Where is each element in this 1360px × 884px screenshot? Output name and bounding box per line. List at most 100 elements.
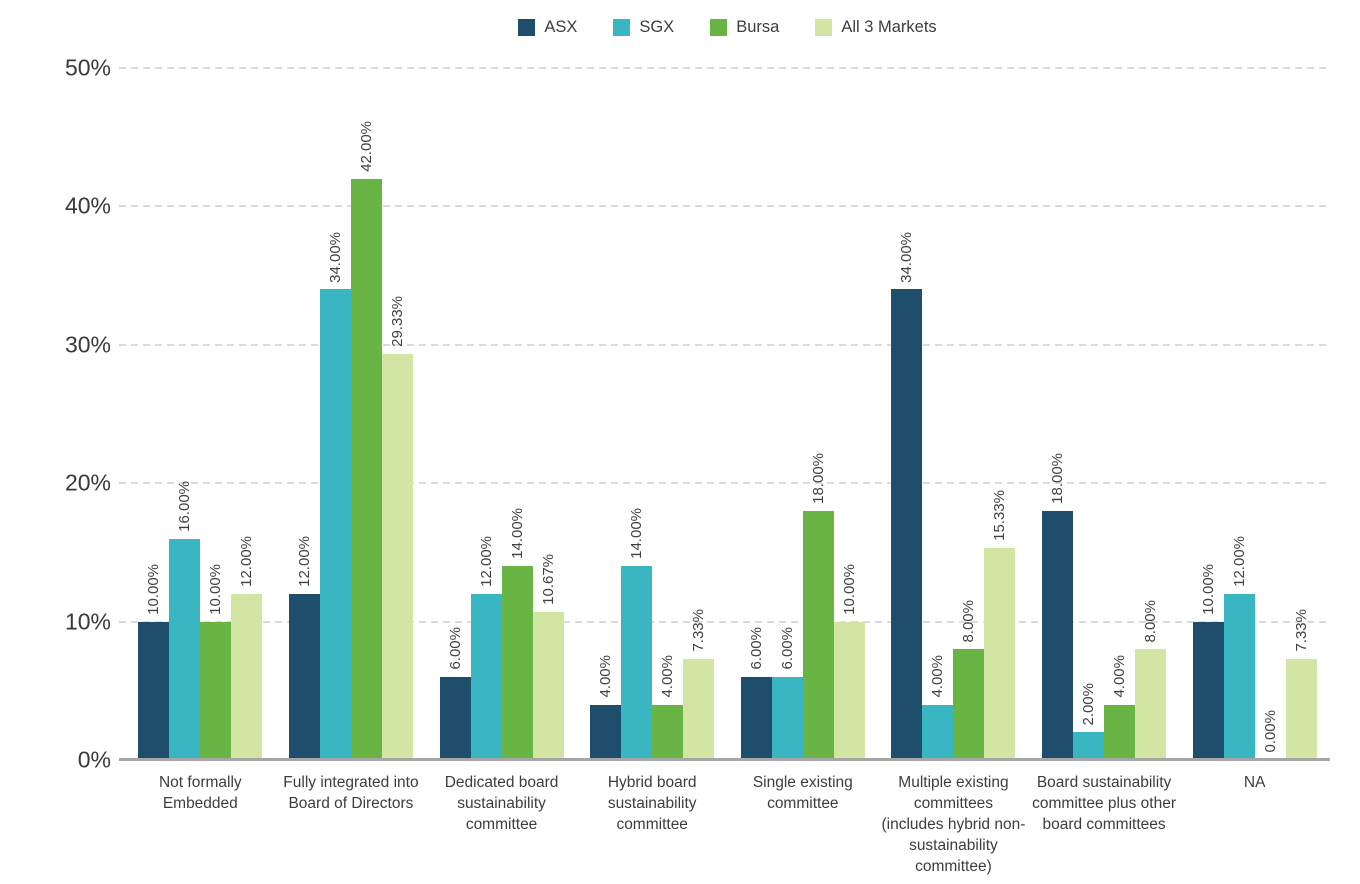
y-axis-tick-label: 50% xyxy=(64,54,111,81)
category-label: Hybrid board sustainability committee xyxy=(607,774,697,833)
bar-group-5: 6.00% 6.00% 18.00% 10.00% Single existing co… xyxy=(728,68,879,812)
bar-value-label: 18.00% xyxy=(1049,453,1067,504)
bar-groups-container: 10.00% 16.00% 10.00% 12.00% Not formally Emb… xyxy=(125,68,1330,875)
bar-bursa xyxy=(953,649,985,760)
gridline-20 xyxy=(119,482,1330,485)
gridline-30 xyxy=(119,343,1330,346)
bar-cell-all-3-markets: 10.67% xyxy=(532,68,564,760)
category-label: Not formally Embedded xyxy=(158,774,242,812)
bar-all-3-markets xyxy=(984,547,1016,760)
bar-value-label: 0.00% xyxy=(1261,710,1279,753)
bar-cell-bursa: 4.00% xyxy=(1104,68,1136,760)
bar-cell-asx: 6.00% xyxy=(439,68,471,760)
bar-all-3-markets xyxy=(381,354,413,760)
legend-swatch-icon xyxy=(815,19,833,36)
bar-cell-all-3-markets: 12.00% xyxy=(231,68,263,760)
legend-item-all-3-markets: All 3 Markets xyxy=(815,18,937,37)
bar-cell-all-3-markets: 10.00% xyxy=(833,68,865,760)
bar-value-label: 4.00% xyxy=(659,655,677,698)
x-axis-line xyxy=(119,758,1330,761)
category-label: Board sustainability committee plus othe… xyxy=(1032,774,1176,833)
bar-group-1: 10.00% 16.00% 10.00% 12.00% Not formally Emb… xyxy=(125,68,276,812)
bar-sgx xyxy=(1073,732,1105,760)
legend-swatch-icon xyxy=(710,19,728,36)
bar-bursa xyxy=(501,566,533,760)
bar-cell-bursa: 4.00% xyxy=(652,68,684,760)
bar-value-label: 8.00% xyxy=(1142,599,1160,643)
bar-asx xyxy=(891,289,923,760)
gridline-40 xyxy=(119,205,1330,208)
bar-group-4: 4.00% 14.00% 4.00% 7.33% Hybrid board sustai… xyxy=(577,68,728,833)
bar-asx xyxy=(1192,621,1224,760)
bars-row: 10.00% 16.00% 10.00% 12.00% xyxy=(138,68,263,760)
legend-label: ASX xyxy=(544,18,578,36)
bar-bursa xyxy=(652,704,684,760)
bar-value-label: 4.00% xyxy=(929,655,947,698)
bar-value-label: 42.00% xyxy=(357,120,375,172)
bar-group-3: 6.00% 12.00% 14.00% 10.67% Dedicated board s… xyxy=(426,68,577,833)
bar-value-label: 10.00% xyxy=(840,563,858,615)
bar-cell-sgx: 12.00% xyxy=(1223,68,1255,760)
bar-asx xyxy=(439,676,471,760)
bar-cell-sgx: 34.00% xyxy=(319,68,351,760)
bar-cell-bursa: 8.00% xyxy=(953,68,985,760)
bar-asx xyxy=(1042,510,1074,760)
bar-value-label: 7.33% xyxy=(1292,609,1310,652)
bars-row: 12.00% 34.00% 42.00% 29.33% xyxy=(288,68,413,760)
gridline-10 xyxy=(119,620,1330,623)
bar-all-3-markets xyxy=(1285,658,1317,760)
bar-group-2: 12.00% 34.00% 42.00% 29.33% Fully integrated… xyxy=(276,68,427,812)
bar-cell-all-3-markets: 7.33% xyxy=(683,68,715,760)
bar-cell-all-3-markets: 29.33% xyxy=(381,68,413,760)
bar-value-label: 34.00% xyxy=(898,231,916,283)
bar-bursa xyxy=(200,621,232,760)
bar-sgx xyxy=(470,593,502,760)
bar-cell-sgx: 4.00% xyxy=(922,68,954,760)
bars-row: 6.00% 12.00% 14.00% 10.67% xyxy=(439,68,564,760)
bars-row: 6.00% 6.00% 18.00% 10.00% xyxy=(740,68,865,760)
bar-value-label: 8.00% xyxy=(960,599,978,643)
bar-value-label: 15.33% xyxy=(991,489,1009,541)
bar-sgx xyxy=(922,704,954,760)
bar-value-label: 6.00% xyxy=(778,627,796,670)
bar-cell-bursa: 14.00% xyxy=(501,68,533,760)
bar-sgx xyxy=(1223,593,1255,760)
bar-cell-asx: 10.00% xyxy=(138,68,170,760)
bar-value-label: 18.00% xyxy=(809,453,827,504)
bar-cell-all-3-markets: 15.33% xyxy=(984,68,1016,760)
bar-bursa xyxy=(802,510,834,760)
category-label: Single existing committee xyxy=(752,774,853,812)
y-axis-tick-label: 0% xyxy=(77,746,111,773)
bar-value-label: 4.00% xyxy=(597,655,615,698)
category-label: Multiple existing committees (includes h… xyxy=(881,774,1026,875)
bar-cell-sgx: 6.00% xyxy=(771,68,803,760)
bar-group-7: 18.00% 2.00% 4.00% 8.00% Board sustainabilit… xyxy=(1029,68,1180,833)
bar-sgx xyxy=(319,289,351,760)
bar-all-3-markets xyxy=(683,658,715,760)
bar-cell-sgx: 12.00% xyxy=(470,68,502,760)
bar-value-label: 34.00% xyxy=(326,231,344,283)
bar-value-label: 12.00% xyxy=(238,536,256,587)
bar-value-label: 7.33% xyxy=(690,609,708,652)
category-label: Fully integrated into Board of Directors xyxy=(283,774,419,812)
bar-value-label: 6.00% xyxy=(446,627,464,670)
bar-asx xyxy=(138,621,170,760)
bar-asx xyxy=(740,676,772,760)
bar-cell-all-3-markets: 7.33% xyxy=(1285,68,1317,760)
bars-row: 18.00% 2.00% 4.00% 8.00% xyxy=(1042,68,1167,760)
bar-value-label: 10.00% xyxy=(145,563,163,615)
legend-item-asx: ASX xyxy=(518,18,577,37)
chart-legend: ASX SGX Bursa All 3 Markets xyxy=(125,18,1330,37)
y-axis-tick-label: 40% xyxy=(64,192,111,219)
bar-all-3-markets xyxy=(231,593,263,760)
y-axis-tick-label: 10% xyxy=(64,608,111,635)
bar-value-label: 16.00% xyxy=(176,480,194,532)
bar-value-label: 14.00% xyxy=(508,508,526,560)
bar-cell-all-3-markets: 8.00% xyxy=(1135,68,1167,760)
bar-all-3-markets xyxy=(532,612,564,760)
bar-bursa xyxy=(350,178,382,760)
bar-bursa xyxy=(1104,704,1136,760)
bars-row: 10.00% 12.00% 0.00% 7.33% xyxy=(1192,68,1317,760)
bar-group-6: 34.00% 4.00% 8.00% 15.33% Multiple existing … xyxy=(878,68,1029,875)
